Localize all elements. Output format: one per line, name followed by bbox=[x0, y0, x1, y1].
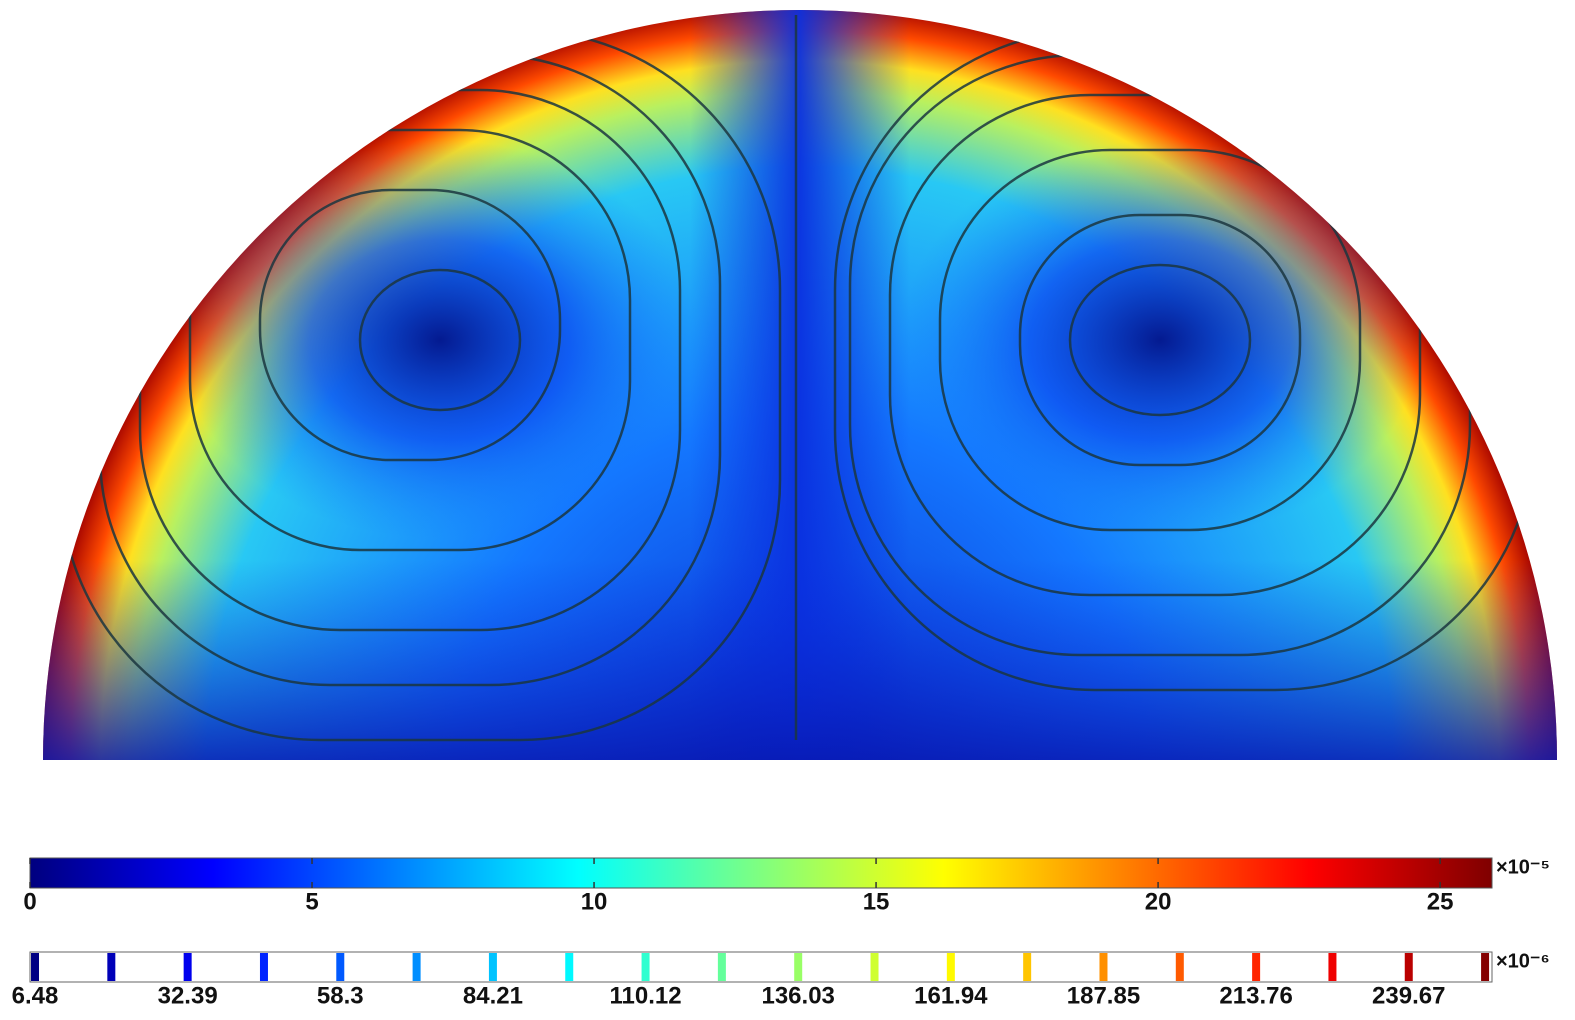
level-marker bbox=[1252, 953, 1261, 981]
tick-label: 15 bbox=[863, 888, 890, 915]
level-label: 187.85 bbox=[1067, 982, 1140, 1009]
tick-label: 0 bbox=[23, 888, 36, 915]
velocity-field bbox=[43, 10, 1557, 760]
level-marker bbox=[412, 953, 421, 981]
tick-label: 5 bbox=[305, 888, 318, 915]
level-marker bbox=[183, 953, 192, 981]
colorbar-multiplier: ×10⁻⁵ bbox=[1496, 856, 1550, 878]
level-marker bbox=[565, 953, 574, 981]
tick-label: 25 bbox=[1427, 888, 1454, 915]
level-marker bbox=[1328, 953, 1337, 981]
level-marker bbox=[641, 953, 650, 981]
level-label: 58.3 bbox=[317, 982, 364, 1009]
level-label: 161.94 bbox=[914, 982, 988, 1009]
level-label: 110.12 bbox=[610, 982, 682, 1009]
level-label: 213.76 bbox=[1219, 982, 1292, 1009]
colorbar bbox=[29, 857, 1493, 889]
level-marker bbox=[1175, 953, 1184, 981]
tick-label: 20 bbox=[1145, 888, 1172, 915]
level-marker bbox=[1481, 953, 1490, 981]
level-marker bbox=[31, 953, 40, 981]
level-label: 6.48 bbox=[12, 982, 59, 1009]
level-label: 84.21 bbox=[463, 982, 523, 1009]
level-marker bbox=[870, 953, 879, 981]
level-marker bbox=[336, 953, 345, 981]
tick-label: 10 bbox=[581, 888, 608, 915]
contour-multiplier: ×10⁻⁶ bbox=[1496, 950, 1550, 972]
level-label: 136.03 bbox=[761, 982, 834, 1009]
level-marker bbox=[1099, 953, 1108, 981]
level-marker bbox=[1023, 953, 1032, 981]
level-marker bbox=[488, 953, 497, 981]
contour-legend bbox=[29, 951, 1493, 983]
level-marker bbox=[717, 953, 726, 981]
level-marker bbox=[794, 953, 803, 981]
level-marker bbox=[946, 953, 955, 981]
level-label: 239.67 bbox=[1372, 982, 1445, 1009]
level-marker bbox=[107, 953, 116, 981]
level-marker bbox=[259, 953, 268, 981]
level-marker bbox=[1404, 953, 1413, 981]
level-label: 32.39 bbox=[158, 982, 218, 1009]
